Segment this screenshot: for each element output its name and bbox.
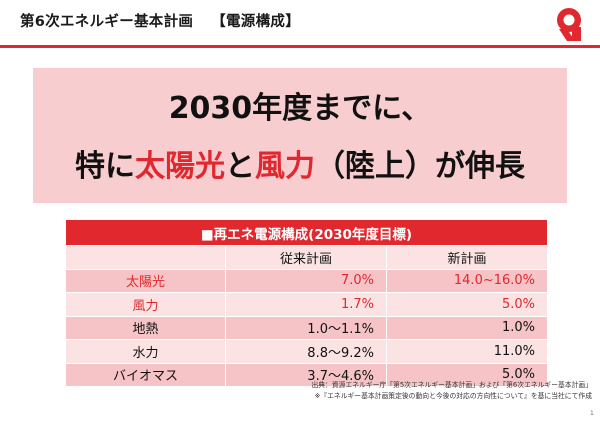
row-label: バイオマス xyxy=(65,362,226,387)
new-plan-value: 5.0% xyxy=(385,362,549,387)
slide-section-label: 【電源構成】 xyxy=(211,14,301,30)
headline-highlight-solar: 太陽光 xyxy=(135,149,225,184)
table-caption: ■再エネ電源構成(2030年度目標) xyxy=(64,219,549,246)
source-note: 出典：資源エネルギー庁「第5次エネルギー基本計画」および「第6次エネルギー基本計… xyxy=(292,380,592,402)
table-row: 水力 8.8～9.2% 11.0% xyxy=(65,339,549,364)
table-row: 風力 1.7% 5.0% xyxy=(65,292,549,317)
source-line-1: 出典：資源エネルギー庁「第5次エネルギー基本計画」および「第6次エネルギー基本計… xyxy=(311,381,592,389)
headline-text: 特に xyxy=(75,149,135,184)
headline-box: 2030年度までに、 特に太陽光と風力（陸上）が伸長 xyxy=(33,68,567,203)
slide-title-text: 第6次エネルギー基本計画 xyxy=(20,14,194,30)
previous-plan-value: 1.0～1.1% xyxy=(225,315,387,340)
new-plan-value: 1.0% xyxy=(385,315,549,340)
previous-plan-value: 7.0% xyxy=(225,268,387,293)
row-label: 風力 xyxy=(65,292,226,317)
table-row: バイオマス 3.7～4.6% 5.0% xyxy=(65,362,549,387)
table-row: 太陽光 7.0% 14.0~16.0% xyxy=(65,268,549,293)
renewable-mix-table: ■再エネ電源構成(2030年度目標) 従来計画 新計画 太陽光 7.0% 14.… xyxy=(64,219,549,387)
previous-plan-value: 3.7～4.6% xyxy=(225,362,387,387)
row-label: 地熱 xyxy=(65,315,226,340)
headline-highlight-wind: 風力 xyxy=(255,149,315,184)
new-plan-value: 11.0% xyxy=(385,339,549,364)
column-header-previous-plan: 従来計画 xyxy=(225,245,387,270)
headline-line-1: 2030年度までに、 xyxy=(168,91,432,126)
headline-text: が伸長 xyxy=(435,149,525,184)
headline-line-2: 特に太陽光と風力（陸上）が伸長 xyxy=(33,141,567,185)
brand-logo-icon xyxy=(557,8,581,41)
header-divider xyxy=(0,45,600,48)
source-line-2: ※『エネルギー基本計画策定後の動向と今後の対応の方向性について』を基に当社にて作… xyxy=(314,392,592,400)
new-plan-value: 5.0% xyxy=(385,292,549,317)
previous-plan-value: 1.7% xyxy=(225,292,387,317)
previous-plan-value: 8.8～9.2% xyxy=(225,339,387,364)
table-row: 地熱 1.0～1.1% 1.0% xyxy=(65,315,549,340)
new-plan-value: 14.0~16.0% xyxy=(385,268,549,293)
page-number: 1 xyxy=(590,410,594,417)
slide-title: 第6次エネルギー基本計画 【電源構成】 xyxy=(20,10,300,31)
table-corner-cell xyxy=(65,245,226,270)
row-label: 水力 xyxy=(65,339,226,364)
row-label: 太陽光 xyxy=(65,268,226,293)
headline-text: （陸上） xyxy=(315,149,435,184)
headline-text: と xyxy=(225,149,255,184)
column-header-new-plan: 新計画 xyxy=(385,245,549,270)
